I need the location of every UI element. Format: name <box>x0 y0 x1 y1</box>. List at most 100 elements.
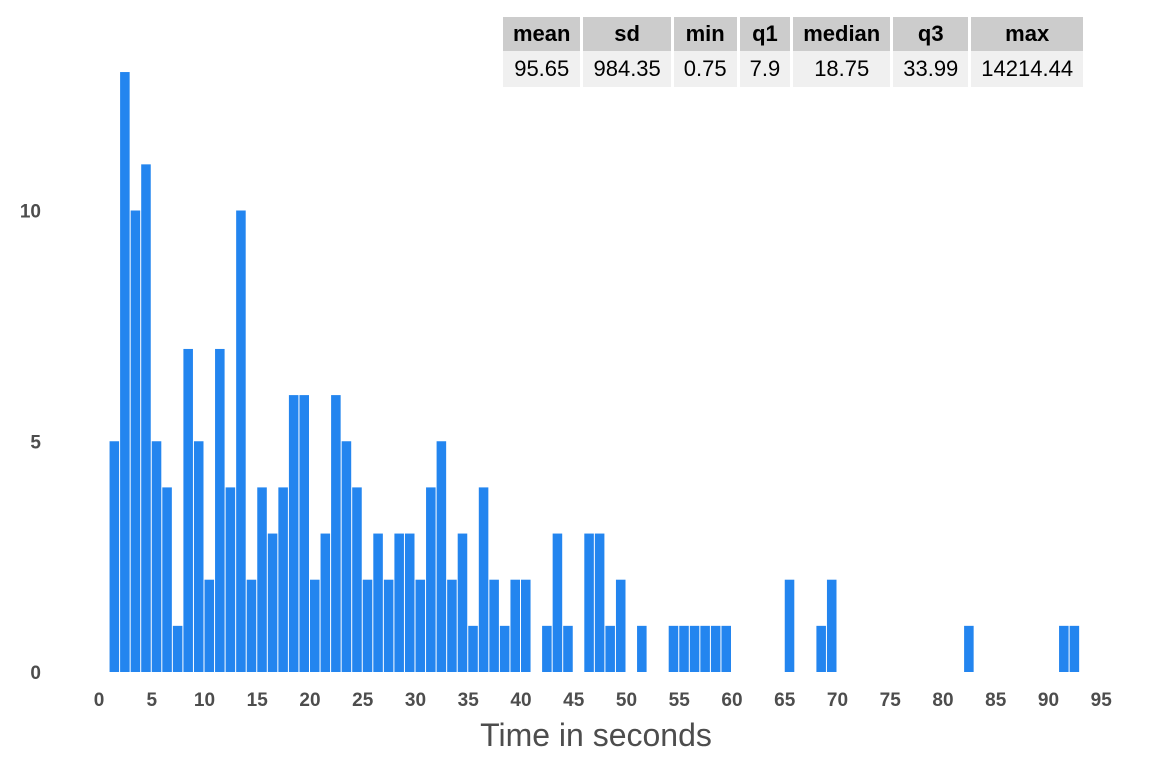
stats-header-min: min <box>673 17 737 51</box>
x-tick-label: 55 <box>669 690 691 711</box>
histogram-bar <box>362 579 373 672</box>
histogram-bar <box>267 533 278 672</box>
stats-header-mean: mean <box>503 17 581 51</box>
x-tick-label: 40 <box>510 690 531 711</box>
x-axis-title: Time in seconds <box>480 717 712 753</box>
x-tick-label: 50 <box>616 690 637 711</box>
histogram-bar <box>816 625 826 672</box>
histogram-bar <box>109 441 120 672</box>
histogram-bar <box>721 625 731 672</box>
histogram-bar <box>341 441 352 672</box>
y-tick-label: 10 <box>20 202 41 223</box>
x-tick-label: 0 <box>94 690 105 711</box>
histogram-bar <box>964 625 974 672</box>
x-tick-label: 10 <box>194 690 215 711</box>
x-tick-label: 35 <box>458 690 480 711</box>
histogram-bar <box>637 625 647 672</box>
x-tick-label: 15 <box>247 690 269 711</box>
histogram-bar <box>521 579 531 672</box>
stats-value-q3: 33.99 <box>893 51 969 87</box>
x-tick-label: 90 <box>1038 690 1059 711</box>
histogram-bar <box>594 533 605 672</box>
histogram-bar <box>215 348 225 672</box>
histogram-bar <box>225 487 236 672</box>
histogram-bar <box>246 579 257 672</box>
histogram-bar <box>679 625 689 672</box>
y-tick-label: 0 <box>30 663 41 684</box>
histogram-bar <box>478 487 489 672</box>
stats-value-median: 18.75 <box>793 51 891 87</box>
x-tick-label: 85 <box>985 690 1007 711</box>
stats-header-median: median <box>793 17 891 51</box>
histogram-bar <box>700 625 710 672</box>
histogram-bar <box>320 533 331 672</box>
histogram-bar <box>615 579 626 672</box>
histogram-bar <box>542 625 552 672</box>
histogram-bar <box>310 579 320 672</box>
histogram-bar <box>183 348 193 672</box>
histogram-bar <box>193 441 204 672</box>
histogram-bar <box>584 533 594 672</box>
histogram-bar <box>489 579 499 672</box>
y-tick-label: 5 <box>30 432 41 453</box>
histogram-bar <box>426 487 436 672</box>
histogram-bar <box>552 533 563 672</box>
x-tick-label: 20 <box>299 690 320 711</box>
histogram-bar <box>130 210 141 672</box>
histogram-bar <box>457 533 468 672</box>
histogram-bar <box>373 533 383 672</box>
histogram-bar <box>826 579 837 672</box>
histogram-bar <box>162 487 172 672</box>
histogram-bar <box>394 533 404 672</box>
histogram-bar <box>784 579 795 672</box>
x-tick-label: 60 <box>721 690 742 711</box>
histogram-bar <box>288 395 299 672</box>
histogram-bars <box>109 72 1080 673</box>
histogram-bar <box>383 579 394 672</box>
x-tick-label: 70 <box>827 690 848 711</box>
stats-value-mean: 95.65 <box>503 51 581 87</box>
stats-header-q1: q1 <box>739 17 791 51</box>
histogram-bar <box>415 579 426 672</box>
stats-value-q1: 7.9 <box>739 51 791 87</box>
x-tick-label: 45 <box>563 690 585 711</box>
histogram-bar <box>468 625 478 672</box>
x-tick-label: 80 <box>932 690 953 711</box>
histogram-bar <box>120 72 130 673</box>
histogram-bar <box>151 441 162 672</box>
histogram-bar <box>689 625 700 672</box>
histogram-bar <box>1059 625 1069 672</box>
summary-stats-table: mean sd min q1 median q3 max 95.65 984.3… <box>500 17 1086 87</box>
histogram-bar <box>710 625 721 672</box>
x-tick-label: 95 <box>1091 690 1113 711</box>
stats-value-row: 95.65 984.35 0.75 7.9 18.75 33.99 14214.… <box>503 51 1084 87</box>
histogram-bar <box>605 625 615 672</box>
histogram-bar <box>331 395 341 672</box>
histogram-bar <box>204 579 215 672</box>
histogram-bar <box>278 487 288 672</box>
histogram-bar <box>172 625 183 672</box>
stats-value-sd: 984.35 <box>583 51 671 87</box>
x-tick-label: 65 <box>774 690 796 711</box>
x-tick-label: 5 <box>146 690 157 711</box>
histogram-bar <box>563 625 573 672</box>
stats-header-row: mean sd min q1 median q3 max <box>503 17 1084 51</box>
stats-value-max: 14214.44 <box>971 51 1084 87</box>
histogram-bar <box>236 210 246 672</box>
histogram-bar <box>436 441 447 672</box>
histogram-bar <box>668 625 679 672</box>
histogram-bar <box>499 625 510 672</box>
x-axis-ticks: 0 5 10 15 20 25 30 35 40 45 50 55 60 65 70 75 80 85 90 95 <box>94 690 1113 711</box>
stats-header-max: max <box>971 17 1084 51</box>
stats-header-sd: sd <box>583 17 671 51</box>
x-tick-label: 75 <box>880 690 902 711</box>
y-axis-ticks: 0 5 10 <box>20 202 42 685</box>
histogram-bar <box>141 164 151 672</box>
histogram-bar <box>404 533 415 672</box>
x-tick-label: 25 <box>352 690 374 711</box>
histogram-bar <box>447 579 457 672</box>
x-tick-label: 30 <box>405 690 426 711</box>
histogram-bar <box>352 487 362 672</box>
histogram-bar <box>299 395 309 672</box>
